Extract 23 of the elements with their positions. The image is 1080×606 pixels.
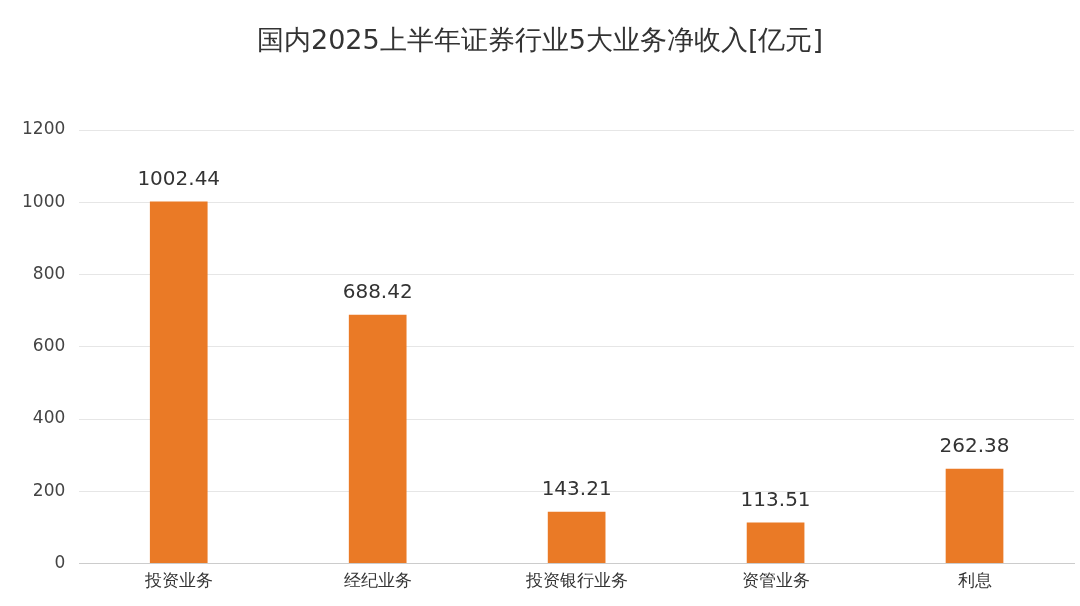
y-tick-label: 800 bbox=[32, 262, 66, 283]
x-tick-label: 投资银行业务 bbox=[524, 570, 628, 591]
y-tick-label: 1000 bbox=[22, 190, 66, 211]
bar bbox=[547, 511, 606, 564]
bar bbox=[149, 201, 208, 564]
x-tick-label: 经纪业务 bbox=[343, 570, 412, 591]
x-tick-label: 利息 bbox=[957, 570, 992, 591]
data-label: 262.38 bbox=[939, 433, 1010, 457]
x-tick-label: 资管业务 bbox=[741, 570, 810, 591]
data-label: 688.42 bbox=[342, 279, 413, 304]
y-tick-label: 400 bbox=[32, 407, 66, 428]
y-tick-label: 0 bbox=[54, 552, 66, 573]
bar bbox=[945, 468, 1004, 564]
y-tick-label: 600 bbox=[32, 335, 66, 356]
data-label: 1002.44 bbox=[137, 165, 221, 190]
bar bbox=[746, 522, 805, 564]
y-tick-label: 200 bbox=[32, 479, 66, 500]
chart-title: 国内2025上半年证券行业5大业务净收入[亿元] bbox=[256, 23, 824, 57]
data-label: 143.21 bbox=[541, 476, 612, 501]
data-label: 113.51 bbox=[740, 486, 811, 511]
x-tick-label: 投资业务 bbox=[143, 570, 213, 591]
bar bbox=[348, 314, 407, 564]
y-tick-label: 1200 bbox=[22, 118, 66, 139]
